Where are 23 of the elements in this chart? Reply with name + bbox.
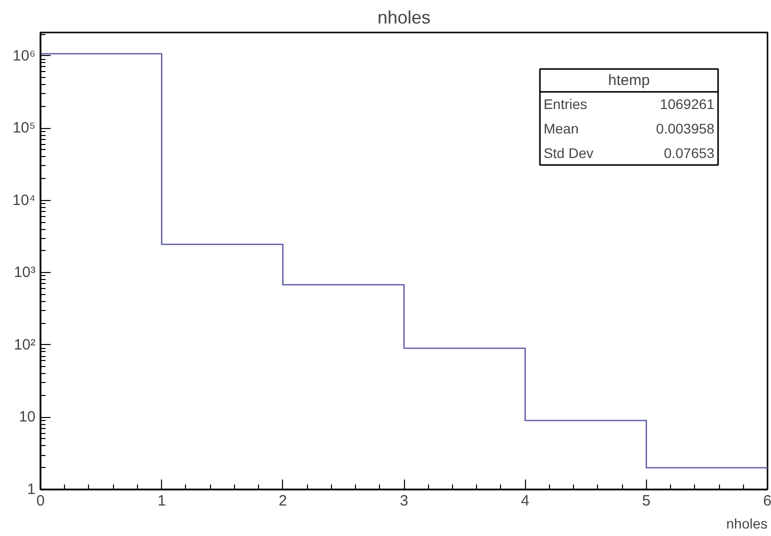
annotation: Entries: [544, 96, 588, 112]
annotation: Mean: [544, 120, 579, 136]
y-tick-label: 10: [18, 408, 36, 426]
y-tick-label: 10²: [14, 336, 36, 354]
x-tick-label: 1: [157, 492, 166, 510]
annotation: htemp: [608, 72, 650, 89]
annotation: 0.003958: [656, 120, 715, 136]
chart-title: nholes: [377, 8, 431, 28]
annotation: Std Dev: [544, 144, 594, 161]
y-tick-label: 10⁶: [12, 47, 36, 64]
y-tick-label: 10⁵: [12, 120, 36, 137]
annotation: 0.07653: [664, 144, 715, 161]
x-tick-label: 2: [278, 492, 288, 510]
y-tick-label: 10³: [14, 264, 36, 282]
x-tick-label: 6: [763, 492, 771, 510]
x-tick-label: 3: [400, 492, 408, 510]
x-tick-label: 0: [36, 492, 45, 510]
x-tick-label: 5: [642, 492, 651, 510]
y-tick-label: 10⁴: [12, 192, 36, 209]
annotation: 1069261: [660, 96, 715, 112]
y-tick-label: 1: [27, 481, 36, 498]
x-tick-label: 4: [520, 492, 530, 510]
x-axis-title: nholes: [726, 516, 768, 532]
